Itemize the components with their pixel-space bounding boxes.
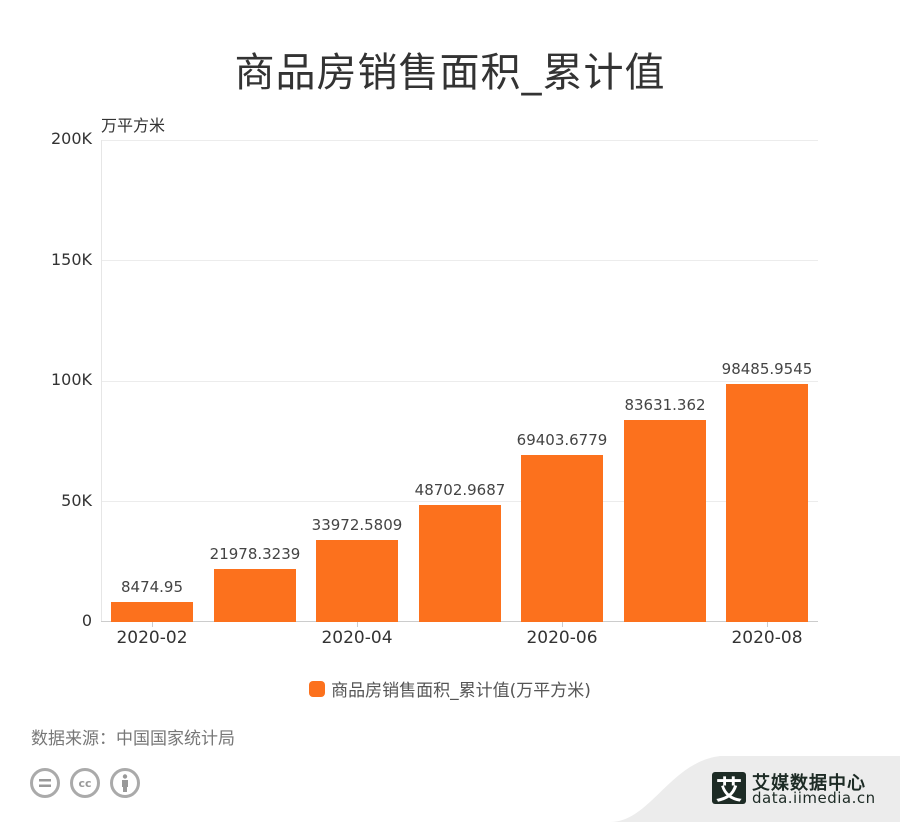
- chart-title: 商品房销售面积_累计值: [234, 50, 666, 96]
- creative-commons-icon: cc: [70, 768, 100, 798]
- brand-name: 艾媒数据中心: [752, 773, 866, 794]
- gridline: [101, 501, 818, 502]
- legend-label: 商品房销售面积_累计值(万平方米): [331, 681, 591, 701]
- bar-2020-05[interactable]: [419, 505, 501, 622]
- gridline: [101, 140, 818, 141]
- x-tick-label: 2020-04: [321, 628, 393, 648]
- y-tick-label: 50K: [61, 491, 92, 510]
- bar-value-label: 33972.5809: [311, 516, 403, 534]
- bar-value-label: 83631.362: [624, 396, 706, 414]
- x-tick-label: 2020-08: [731, 628, 803, 648]
- brand-logo-icon: 艾: [712, 772, 746, 806]
- bar-value-label: 69403.6779: [516, 431, 608, 449]
- x-tick: [562, 622, 563, 627]
- bar-2020-06[interactable]: [521, 455, 603, 622]
- y-tick-label: 200K: [50, 129, 92, 148]
- x-tick-label: 2020-02: [116, 628, 188, 648]
- legend[interactable]: 商品房销售面积_累计值(万平方米): [0, 676, 900, 701]
- plot-area: 8474.95 21978.3239 33972.5809 48702.9687…: [101, 140, 818, 627]
- bar-2020-07[interactable]: [624, 420, 706, 622]
- brand-url[interactable]: data.iimedia.cn: [752, 789, 876, 807]
- no-derivatives-icon: [30, 768, 60, 798]
- bar-2020-04[interactable]: [316, 540, 398, 622]
- bar-2020-02[interactable]: [111, 602, 193, 622]
- y-tick-label: 100K: [50, 370, 92, 389]
- x-tick: [767, 622, 768, 627]
- legend-swatch-icon: [309, 680, 326, 697]
- bar-value-label: 98485.9545: [721, 360, 813, 378]
- x-tick: [152, 622, 153, 627]
- bar-2020-03[interactable]: [214, 569, 296, 622]
- data-source: 数据来源：中国国家统计局: [31, 729, 235, 749]
- brand-banner-background: [610, 756, 900, 822]
- y-tick-label: 150K: [50, 250, 92, 269]
- gridline: [101, 260, 818, 261]
- bar-value-label: 21978.3239: [209, 545, 301, 563]
- gridline: [101, 381, 818, 382]
- bar-value-label: 8474.95: [120, 578, 184, 596]
- x-tick: [357, 622, 358, 627]
- y-axis-line: [101, 140, 102, 622]
- y-axis-unit-label: 万平方米: [101, 116, 166, 135]
- bar-2020-08[interactable]: [726, 384, 808, 622]
- x-tick-label: 2020-06: [526, 628, 598, 648]
- bar-value-label: 48702.9687: [414, 481, 506, 499]
- attribution-icon: [110, 768, 140, 798]
- y-tick-label: 0: [81, 611, 92, 630]
